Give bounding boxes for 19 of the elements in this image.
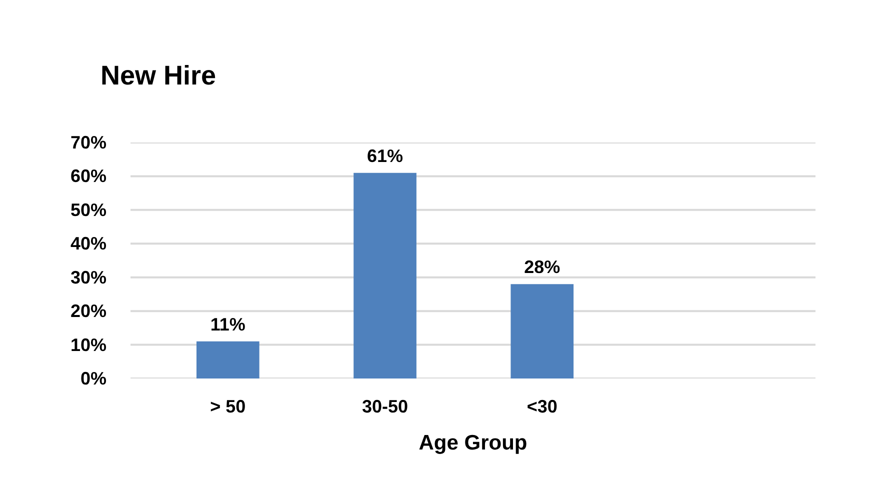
y-tick-label: 50%	[70, 200, 107, 220]
y-tick-label: 40%	[70, 234, 107, 254]
y-tick-label: 10%	[70, 334, 107, 355]
data-label: 61%	[367, 146, 404, 166]
data-label: 11%	[210, 314, 246, 334]
x-tick-label: <30	[526, 396, 558, 416]
data-label: 28%	[524, 257, 560, 278]
bar	[510, 284, 574, 378]
y-tick-label: 0%	[80, 368, 106, 388]
x-axis-title: Age Group	[418, 432, 528, 454]
x-tick-label: > 50	[210, 396, 246, 416]
y-tick-label: 20%	[70, 301, 107, 322]
y-tick-label: 30%	[70, 267, 107, 288]
y-tick-label: 70%	[70, 132, 107, 152]
bar	[354, 172, 416, 378]
x-tick-label: 30-50	[362, 396, 408, 416]
y-tick-label: 60%	[70, 166, 107, 186]
bar	[196, 341, 260, 378]
chart-title: New Hire	[100, 60, 216, 90]
